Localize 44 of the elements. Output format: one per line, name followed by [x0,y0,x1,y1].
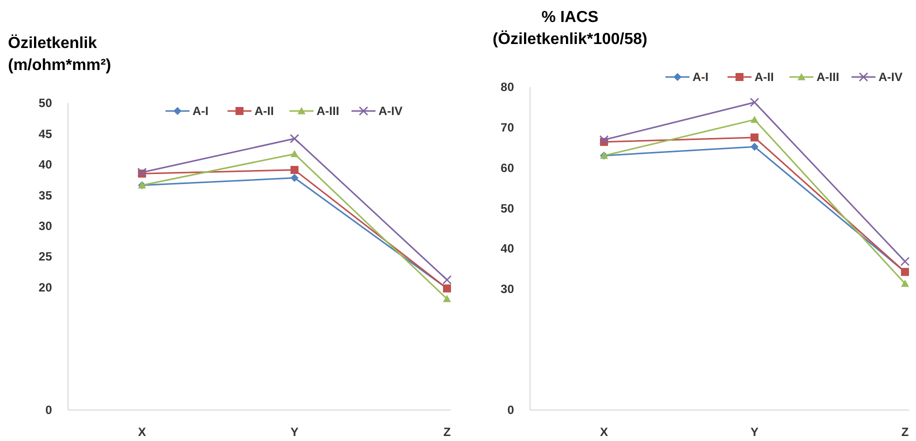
y-tick-label: 50 [38,96,52,110]
legend-label: A-I [192,104,208,118]
point [599,135,609,145]
y-tick-label: 30 [38,219,52,233]
point [290,166,298,174]
legend-label: A-I [692,70,708,84]
legend-label: A-III [316,104,340,118]
point [290,174,298,182]
point [290,134,300,144]
y-axis-title: % IACS (Öziletkenlik*100/58) [492,9,648,48]
point [750,98,760,107]
point [901,280,909,287]
x-tick-label: Z [443,425,451,439]
y-tick-label: 70 [500,120,514,135]
y-tick-label: 20 [38,280,52,294]
point [900,256,910,266]
point [750,142,758,151]
y-tick-label: 80 [500,80,514,94]
point [290,150,298,158]
legend-label: A-II [754,70,774,84]
point [750,116,758,123]
x-tick-label: Y [290,425,299,439]
y-tick-label: 0 [507,403,514,418]
legend-label: A-III [816,70,840,84]
x-tick-label: Y [750,425,759,439]
legend-label: A-IV [878,70,902,84]
y-tick-label: 40 [500,242,514,256]
y-tick-label: 45 [38,126,52,141]
point [442,275,452,284]
x-tick-label: X [138,425,146,439]
y-tick-label: 50 [500,201,514,216]
y-tick-label: 25 [38,250,52,264]
point [443,294,451,302]
x-tick-label: X [600,425,608,439]
y-axis-title: Öziletkenlik (m/ohm*mm²) [8,34,112,74]
y-tick-label: 60 [500,160,514,175]
y-tick-label: 0 [45,403,52,418]
point [750,133,758,142]
x-tick-label: Z [901,425,909,439]
y-tick-label: 30 [500,282,514,296]
y-tick-label: 40 [38,158,52,172]
legend-label: A-IV [378,104,402,118]
y-tick-label: 35 [38,188,52,202]
legend-label: A-II [254,104,274,118]
